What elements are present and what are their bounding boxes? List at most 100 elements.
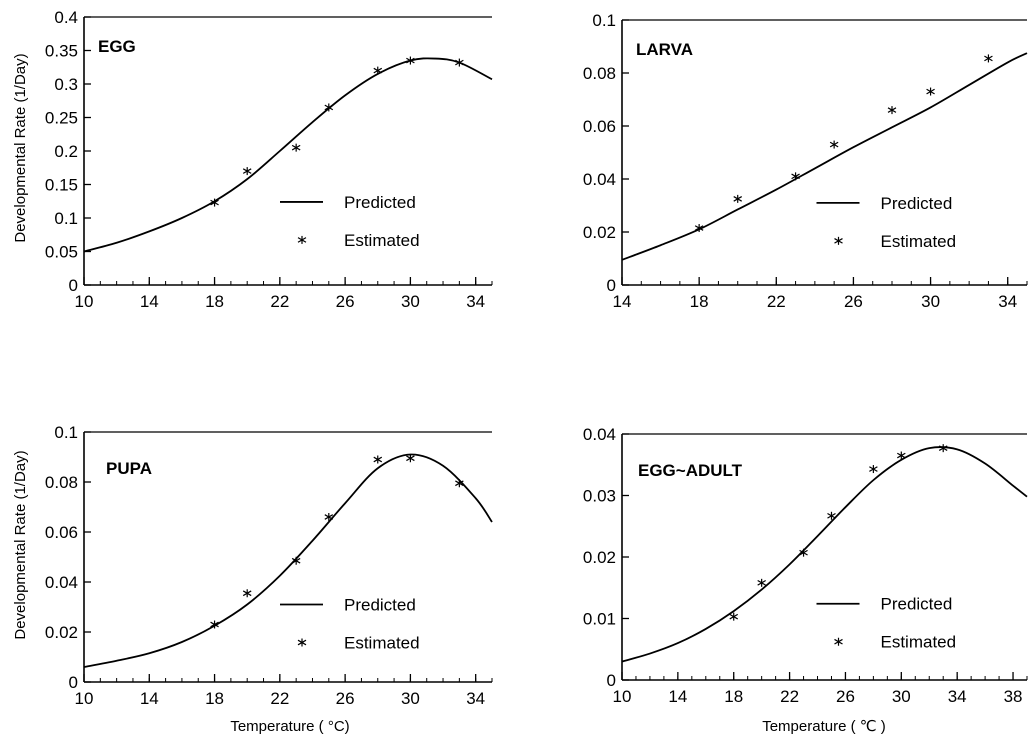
x-axis-title-right: Temperature ( ℃ ) bbox=[762, 718, 886, 735]
x-tick-label: 22 bbox=[270, 689, 289, 708]
asterisk-stroke bbox=[406, 57, 415, 64]
estimated-point bbox=[210, 620, 219, 629]
x-tick-label: 18 bbox=[724, 687, 743, 706]
asterisk-stroke bbox=[291, 557, 301, 564]
x-tick-label: 14 bbox=[613, 292, 632, 311]
x-axis-title-left: Temperature ( °C) bbox=[230, 718, 349, 735]
estimated-point bbox=[291, 143, 301, 152]
y-tick-label: 0.04 bbox=[583, 425, 616, 444]
y-tick-label: 0.1 bbox=[592, 11, 616, 30]
y-axis-title-bottom: Developmental Rate (1/Day) bbox=[12, 450, 29, 639]
chart-panel-1: 14 18 22 26 30 34 0 0.02 0.04 0.06 0.08 0.1 LARVA Pre… bbox=[583, 11, 1028, 311]
asterisk-stroke bbox=[887, 107, 897, 113]
legend-asterisk-swatch bbox=[834, 236, 843, 245]
asterisk-stroke bbox=[373, 456, 383, 463]
y-tick-label: 0.06 bbox=[583, 117, 616, 136]
x-tick-label: 22 bbox=[780, 687, 799, 706]
asterisk-stroke bbox=[406, 455, 415, 462]
asterisk-stroke bbox=[926, 88, 935, 95]
x-tick-label: 14 bbox=[140, 292, 159, 311]
estimated-point bbox=[799, 548, 808, 557]
panel-title: PUPA bbox=[106, 459, 152, 478]
y-tick-label: 0 bbox=[69, 276, 78, 295]
chart-panel-2: 10 14 18 22 26 30 34 0 0.02 0.04 0.06 0.08 0.1 PUPA Pr… bbox=[45, 423, 493, 708]
y-tick-label: 0.02 bbox=[45, 623, 78, 642]
estimated-point bbox=[406, 56, 415, 65]
x-tick-label: 34 bbox=[998, 292, 1017, 311]
y-tick-label: 0.05 bbox=[45, 243, 78, 262]
asterisk-stroke bbox=[984, 55, 993, 62]
asterisk-stroke bbox=[455, 59, 464, 66]
legend-label-estimated: Estimated bbox=[344, 634, 420, 653]
asterisk-stroke bbox=[729, 613, 739, 620]
asterisk-stroke bbox=[210, 621, 219, 628]
asterisk-stroke bbox=[791, 173, 800, 180]
asterisk-stroke bbox=[757, 580, 766, 586]
panel-title: LARVA bbox=[636, 40, 693, 59]
estimated-point bbox=[926, 87, 935, 96]
x-tick-label: 18 bbox=[690, 292, 709, 311]
x-tick-label: 34 bbox=[948, 687, 967, 706]
legend-label-predicted: Predicted bbox=[344, 596, 416, 615]
legend-label-estimated: Estimated bbox=[344, 231, 420, 250]
x-tick-label: 26 bbox=[844, 292, 863, 311]
x-tick-label: 22 bbox=[270, 292, 289, 311]
y-tick-label: 0.15 bbox=[45, 176, 78, 195]
legend-label-predicted: Predicted bbox=[881, 595, 953, 614]
estimated-point bbox=[733, 194, 743, 203]
y-tick-label: 0.2 bbox=[54, 142, 78, 161]
estimated-point bbox=[242, 589, 252, 598]
x-tick-label: 18 bbox=[205, 689, 224, 708]
estimated-point bbox=[827, 511, 836, 520]
asterisk-stroke bbox=[827, 512, 836, 519]
x-tick-label: 38 bbox=[1004, 687, 1023, 706]
estimated-point bbox=[791, 172, 800, 181]
x-tick-label: 30 bbox=[401, 292, 420, 311]
x-tick-label: 26 bbox=[336, 689, 355, 708]
estimated-point bbox=[869, 465, 878, 474]
estimated-point bbox=[455, 58, 464, 67]
x-tick-label: 26 bbox=[336, 292, 355, 311]
x-tick-label: 26 bbox=[836, 687, 855, 706]
estimated-point bbox=[694, 224, 704, 233]
estimated-point bbox=[406, 454, 415, 463]
y-tick-label: 0.1 bbox=[54, 423, 78, 442]
estimated-point bbox=[324, 513, 334, 521]
asterisk-stroke bbox=[829, 141, 839, 148]
estimated-point bbox=[757, 578, 766, 587]
y-tick-label: 0.03 bbox=[583, 487, 616, 506]
chart-panel-3: 10 14 18 22 26 30 34 38 0 0.01 0.02 0.03 0.04 EGG~ADU… bbox=[583, 425, 1028, 706]
y-axis-title-top: Developmental Rate (1/Day) bbox=[12, 53, 29, 242]
asterisk-stroke bbox=[297, 639, 307, 646]
y-tick-label: 0.3 bbox=[54, 75, 78, 94]
x-tick-label: 22 bbox=[767, 292, 786, 311]
asterisk-stroke bbox=[694, 225, 704, 231]
asterisk-stroke bbox=[869, 466, 878, 472]
x-tick-label: 34 bbox=[466, 292, 485, 311]
legend-asterisk-swatch bbox=[297, 638, 307, 647]
estimated-point bbox=[291, 556, 301, 565]
asterisk-stroke bbox=[291, 144, 301, 151]
predicted-curve bbox=[83, 453, 493, 668]
y-tick-label: 0 bbox=[607, 671, 616, 690]
legend-asterisk-swatch bbox=[297, 235, 307, 244]
asterisk-stroke bbox=[242, 168, 252, 174]
estimated-point bbox=[938, 444, 948, 453]
y-tick-label: 0 bbox=[607, 276, 616, 295]
x-tick-label: 14 bbox=[668, 687, 687, 706]
legend-asterisk-swatch bbox=[834, 637, 843, 646]
asterisk-stroke bbox=[834, 238, 843, 244]
y-tick-label: 0.1 bbox=[54, 209, 78, 228]
predicted-curve bbox=[621, 52, 1028, 261]
asterisk-stroke bbox=[297, 237, 307, 243]
asterisk-stroke bbox=[733, 196, 743, 202]
legend-label-estimated: Estimated bbox=[881, 232, 957, 251]
predicted-curve bbox=[83, 57, 493, 253]
asterisk-stroke bbox=[242, 590, 252, 597]
estimated-point bbox=[729, 612, 739, 621]
y-tick-label: 0.25 bbox=[45, 109, 78, 128]
estimated-point bbox=[210, 198, 219, 207]
asterisk-stroke bbox=[834, 638, 843, 645]
x-tick-label: 34 bbox=[466, 689, 485, 708]
estimated-point bbox=[829, 140, 839, 149]
